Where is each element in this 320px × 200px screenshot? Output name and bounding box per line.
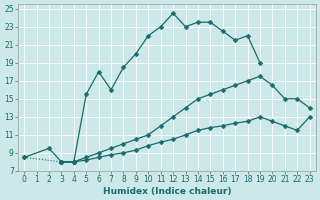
X-axis label: Humidex (Indice chaleur): Humidex (Indice chaleur) bbox=[103, 187, 231, 196]
